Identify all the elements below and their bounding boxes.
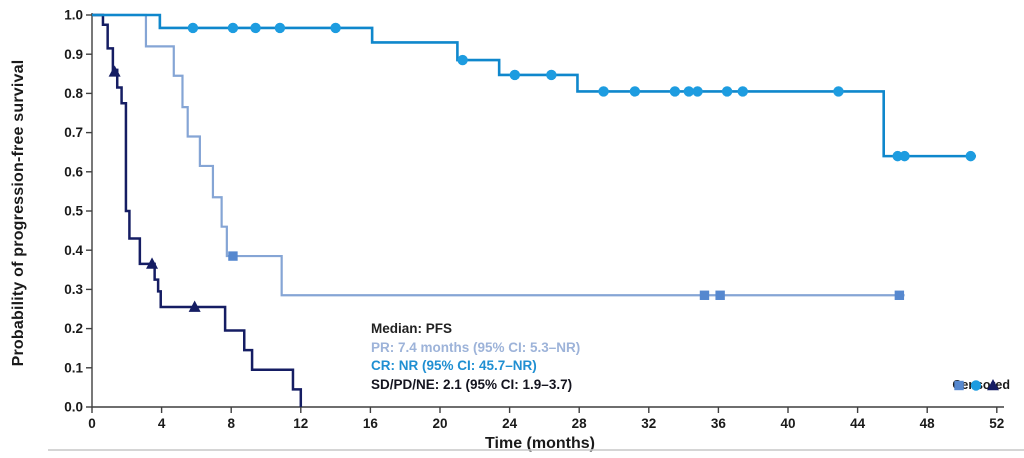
x-tick-label: 12 <box>293 416 308 431</box>
series-cr <box>92 13 976 162</box>
x-tick-label: 36 <box>711 416 727 431</box>
x-tick-label: 44 <box>850 416 866 431</box>
y-tick-label: 0.3 <box>64 282 83 297</box>
x-tick-label: 8 <box>227 416 235 431</box>
y-tick-label: 0.1 <box>64 360 83 375</box>
y-tick-label: 1.0 <box>64 8 83 23</box>
censored-legend: Censored <box>952 378 1010 392</box>
x-tick-label: 4 <box>158 416 166 431</box>
figure-bottom-rule <box>48 449 1024 451</box>
censor-marker <box>330 22 341 34</box>
censor-marker <box>629 86 641 97</box>
censor-marker <box>683 86 695 97</box>
censor-marker <box>108 65 121 77</box>
censor-marker <box>457 54 468 66</box>
censored-marker-icons <box>954 379 1000 391</box>
censor-marker <box>669 86 681 97</box>
y-tick-label: 0.4 <box>64 243 83 258</box>
axes <box>91 13 1004 408</box>
x-tick-label: 32 <box>641 416 656 431</box>
median-stats-legend: Median: PFS PR: 7.4 months (95% CI: 5.3–… <box>371 320 580 394</box>
x-axis-title: Time (months) <box>485 435 595 452</box>
median-legend-cr: CR: NR (95% CI: 45.7–NR) <box>371 358 537 373</box>
censor-marker <box>894 290 905 300</box>
y-tick-label: 0.7 <box>64 125 83 140</box>
censor-marker <box>598 86 609 97</box>
y-tick-label: 0.0 <box>64 400 83 415</box>
censor-marker <box>274 22 286 34</box>
x-ticks: 0 4 8 12 16 20 24 28 32 36 40 44 48 52 <box>88 407 1004 431</box>
triangle-censored-icon <box>987 379 1000 391</box>
x-tick-label: 52 <box>989 416 1004 431</box>
censor-marker <box>737 86 748 97</box>
y-ticks: 0.0 0.1 0.2 0.3 0.4 0.5 0.6 0.7 0.8 0.9 1.0 <box>64 8 92 415</box>
x-tick-label: 24 <box>502 416 518 431</box>
censor-marker <box>188 300 201 312</box>
censor-marker <box>833 86 844 97</box>
survival-curve <box>92 13 303 407</box>
censor-marker <box>721 86 733 97</box>
x-tick-label: 16 <box>363 416 379 431</box>
x-tick-label: 0 <box>88 416 96 431</box>
y-tick-label: 0.8 <box>64 86 83 101</box>
censor-marker <box>227 22 239 34</box>
y-tick-label: 0.9 <box>64 47 83 62</box>
y-tick-label: 0.6 <box>64 164 83 179</box>
median-legend-pr: PR: 7.4 months (95% CI: 5.3–NR) <box>371 339 581 355</box>
x-tick-label: 28 <box>572 416 588 431</box>
median-legend-title: Median: PFS <box>371 321 453 336</box>
median-legend-sd-pd-ne: SD/PD/NE: 2.1 (95% CI: 1.9–3.7) <box>371 376 573 392</box>
censor-marker <box>509 69 521 81</box>
censor-marker <box>546 69 557 81</box>
x-tick-label: 48 <box>920 416 936 431</box>
series-pr <box>92 13 905 300</box>
censor-marker <box>187 22 199 34</box>
censor-marker <box>965 150 976 162</box>
x-tick-label: 40 <box>780 416 795 431</box>
censor-marker <box>228 251 238 261</box>
y-axis-title: Probability of progression-free survival <box>10 59 27 367</box>
y-tick-label: 0.5 <box>64 204 83 219</box>
survival-curve <box>92 13 976 158</box>
circle-censored-icon <box>971 380 982 391</box>
survival-curve <box>92 13 905 297</box>
x-tick-label: 20 <box>432 416 447 431</box>
censor-marker <box>250 22 261 34</box>
censor-marker <box>692 86 703 97</box>
series-sd-pd-ne <box>92 13 303 407</box>
censor-marker <box>715 290 725 300</box>
censor-marker <box>899 150 910 162</box>
censor-marker <box>699 290 710 300</box>
square-censored-icon <box>954 380 965 391</box>
censor-marker <box>146 257 159 269</box>
y-tick-label: 0.2 <box>64 321 83 336</box>
